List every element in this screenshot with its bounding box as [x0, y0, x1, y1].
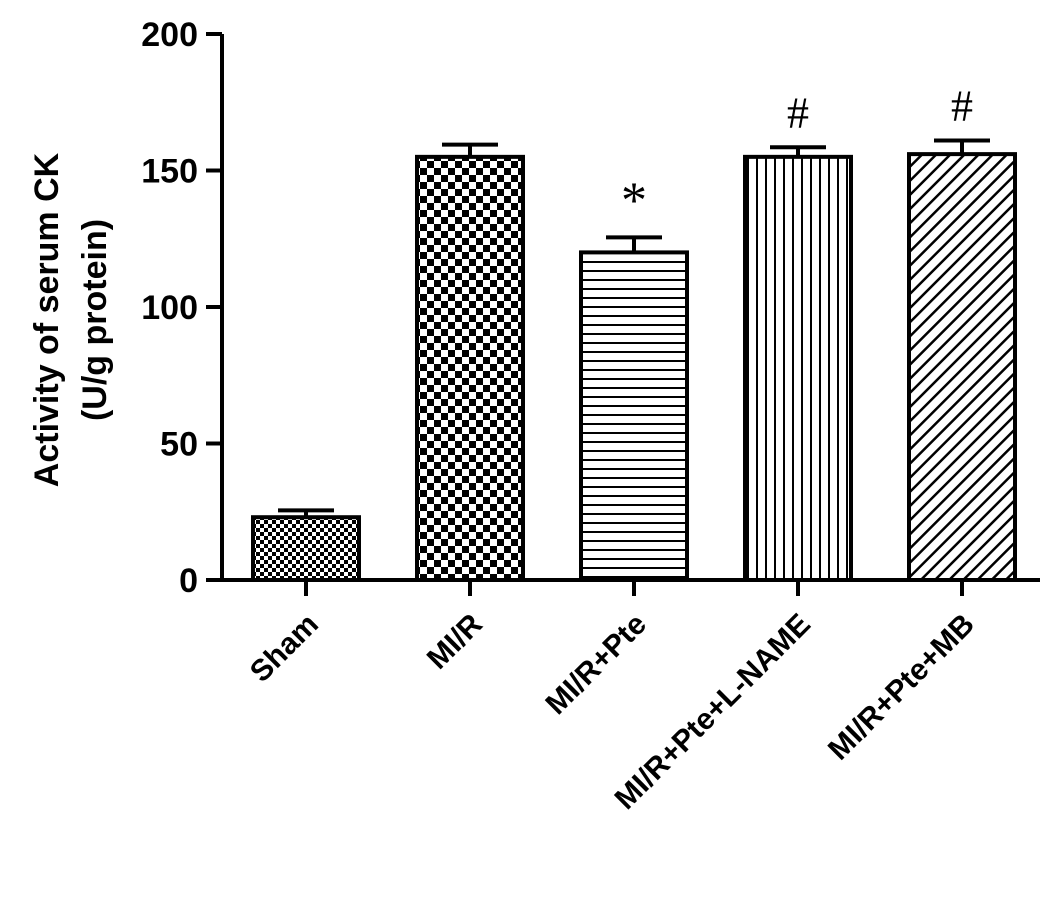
bar-mi-r-pte: [579, 250, 689, 582]
significance-hash: #: [787, 88, 809, 137]
y-tick-label: 50: [160, 426, 198, 464]
significance-marks: * # #: [621, 81, 973, 229]
y-axis-title-line-1: Activity of serum CK: [28, 152, 66, 487]
significance-hash: #: [951, 81, 973, 130]
bar-mi-r-pte-l-name: [743, 154, 853, 582]
error-bars: [278, 138, 990, 518]
bar-mi-r-pte-mb: [907, 152, 1017, 582]
x-category-label: MI/R+Pte: [539, 608, 653, 722]
significance-asterisk: *: [621, 172, 647, 229]
y-tick-label: 0: [179, 562, 198, 600]
x-category-label: MI/R: [421, 607, 489, 675]
y-axis-ticks: 0 50 100 150 200: [141, 16, 222, 600]
y-axis-title: Activity of serum CK (U/g protein): [28, 152, 114, 487]
bar-sham: [251, 515, 361, 583]
axes: [220, 34, 1040, 582]
x-category-label: Sham: [244, 608, 325, 689]
bar-mi-r: [415, 154, 525, 582]
x-category-label: MI/R+Pte+MB: [822, 608, 981, 767]
bars: [251, 152, 1017, 583]
y-tick-label: 100: [141, 289, 198, 327]
y-tick-label: 200: [141, 16, 198, 54]
y-tick-label: 150: [141, 153, 198, 191]
y-axis-title-line-2: (U/g protein): [76, 219, 114, 421]
